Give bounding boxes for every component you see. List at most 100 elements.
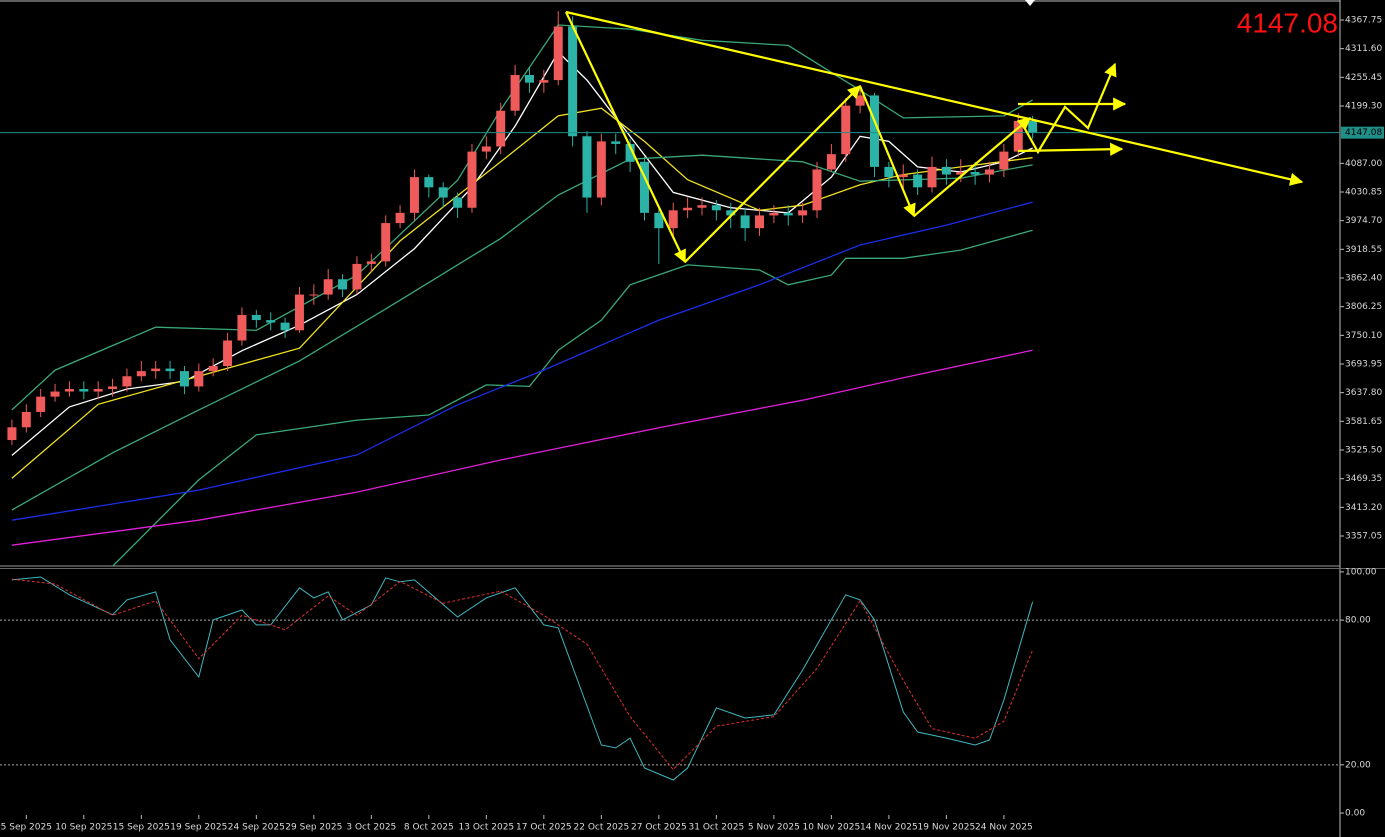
x-tick-label: 24 Sep 2025: [228, 823, 285, 833]
candle-body: [36, 396, 46, 412]
candle-body: [639, 161, 649, 213]
y-tick-label: 3469.35: [1345, 474, 1382, 484]
candle-body: [985, 169, 995, 175]
y-tick-label: 3357.05: [1345, 532, 1382, 542]
y-tick-label: 3581.65: [1345, 417, 1382, 427]
candle-body: [481, 146, 491, 152]
x-tick-label: 31 Oct 2025: [689, 823, 745, 833]
candle-body: [395, 212, 405, 224]
wave-arrow: [684, 85, 861, 263]
y-tick-label: 3637.80: [1345, 388, 1382, 398]
candle-body: [438, 187, 448, 198]
candle-body: [611, 141, 621, 144]
candle-body: [726, 210, 736, 216]
candle-body: [453, 197, 463, 208]
candle-body: [568, 26, 578, 137]
candle-body: [539, 80, 549, 83]
candle-body: [323, 279, 333, 295]
x-tick-label: 8 Oct 2025: [404, 823, 454, 833]
candle-body: [841, 105, 851, 155]
indicator-line: [112, 229, 1033, 566]
candle-body: [108, 386, 118, 389]
x-tick-label: 10 Sep 2025: [55, 823, 112, 833]
y-tick-label: 4199.30: [1345, 101, 1382, 111]
projection-arrow: [1019, 62, 1117, 155]
candle-body: [927, 166, 937, 188]
candle-body: [294, 294, 304, 331]
candle-body: [409, 177, 419, 213]
candle-body: [754, 215, 764, 229]
indicator-line: [11, 201, 1033, 521]
candle-body: [769, 212, 779, 216]
candle-body: [309, 294, 319, 296]
y-tick-label: 20.00: [1345, 760, 1371, 770]
y-tick-label: 3750.10: [1345, 331, 1382, 341]
candle-body: [21, 411, 31, 428]
candle-body: [1028, 120, 1038, 133]
candle-body: [366, 261, 376, 264]
x-tick-label: 19 Sep 2025: [170, 823, 227, 833]
candle-body: [237, 314, 247, 341]
candle-body: [122, 376, 132, 387]
x-tick-label: 3 Oct 2025: [346, 823, 396, 833]
x-tick-label: 22 Oct 2025: [574, 823, 630, 833]
candle-body: [381, 223, 391, 262]
candle-body: [79, 388, 89, 392]
candle-body: [524, 75, 534, 83]
y-tick-label: 4087.00: [1345, 159, 1382, 169]
candle-body: [1013, 120, 1023, 152]
candle-body: [884, 166, 894, 178]
y-tick-label: 3862.40: [1345, 274, 1382, 284]
candle-body: [93, 388, 103, 392]
candle-body: [582, 136, 592, 198]
current-price-label: 4147.08: [1345, 128, 1382, 138]
candle-body: [208, 366, 218, 372]
level-arrow: [1017, 142, 1124, 156]
candle-body: [496, 110, 506, 147]
candle-body: [783, 212, 793, 216]
indicator-line: [11, 154, 1033, 511]
x-tick-label: 13 Oct 2025: [459, 823, 515, 833]
indicator-line: [11, 576, 1034, 781]
indicator-line: [11, 578, 1034, 771]
candle-body: [553, 26, 563, 81]
candle-body: [64, 388, 74, 392]
current-price-tag: [1341, 126, 1384, 139]
x-tick-label: 10 Nov 2025: [803, 823, 861, 833]
y-tick-label: 4255.45: [1345, 73, 1382, 83]
trend-line: [565, 10, 1304, 186]
wave-arrow: [858, 85, 916, 218]
x-tick-label: 17 Oct 2025: [516, 823, 572, 833]
candle-body: [136, 371, 146, 377]
candle-body: [812, 169, 822, 211]
candle-body: [179, 371, 189, 387]
candle-body: [194, 371, 204, 387]
candle-body: [654, 212, 664, 229]
x-tick-label: 27 Oct 2025: [631, 823, 687, 833]
candle-body: [338, 279, 348, 290]
candle-body: [165, 368, 175, 372]
candle-body: [7, 427, 17, 441]
y-tick-label: 3918.55: [1345, 245, 1382, 255]
candle-body: [913, 174, 923, 188]
x-tick-label: 29 Sep 2025: [285, 823, 342, 833]
candle-body: [596, 141, 606, 198]
x-tick-label: 5 Nov 2025: [748, 823, 800, 833]
candle-body: [251, 314, 261, 321]
candle-body: [697, 205, 707, 208]
indicator-line: [11, 349, 1033, 546]
candle-body: [683, 207, 693, 211]
candle-body: [999, 151, 1009, 170]
candle-body: [956, 172, 966, 175]
shift-marker: [1025, 0, 1035, 6]
y-tick-label: 100.00: [1345, 567, 1377, 577]
candle-body: [826, 154, 836, 170]
wave-arrow: [565, 11, 686, 264]
y-tick-label: 3525.50: [1345, 446, 1382, 456]
price-panel: [0, 11, 1340, 566]
candle-body: [510, 75, 520, 111]
y-tick-label: 80.00: [1345, 616, 1371, 626]
candle-body: [970, 172, 980, 175]
